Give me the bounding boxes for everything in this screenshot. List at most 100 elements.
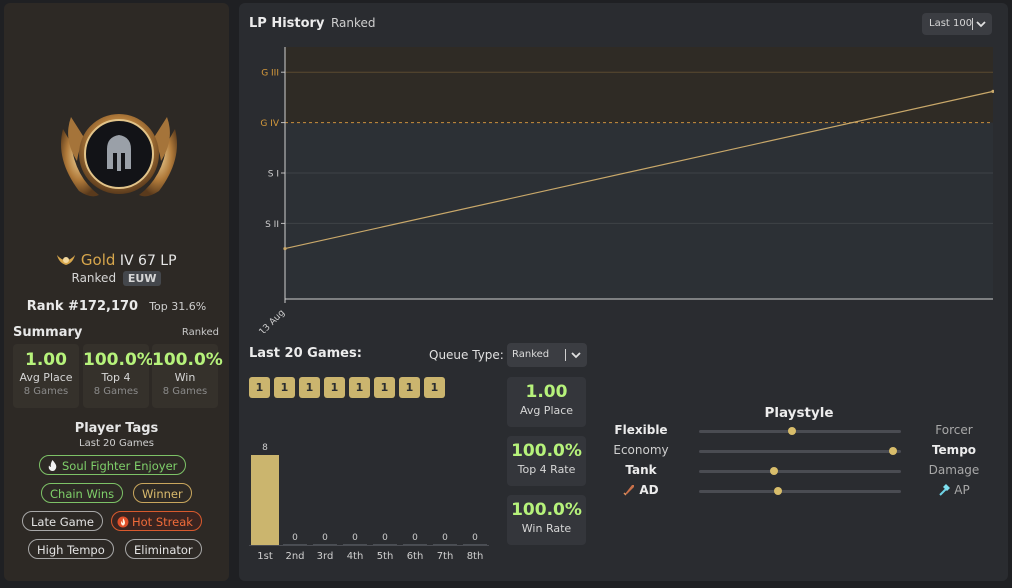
placement-chip[interactable]: 1 xyxy=(424,377,445,398)
stat-games: 8 Games xyxy=(23,386,69,397)
summary-stat-avg-place: 1.00 Avg Place 8 Games xyxy=(13,344,79,408)
tag-winner[interactable]: Winner xyxy=(133,483,192,503)
dropdown-separator xyxy=(565,349,566,361)
stat-value: 100.0% xyxy=(152,350,223,370)
placement-category-label: 1st xyxy=(257,551,273,562)
stat-label: Avg Place xyxy=(519,404,574,417)
playstyle-left-label: Flexible xyxy=(614,423,668,437)
placement-category-label: 6th xyxy=(407,551,424,562)
playstyle-right-label: Tempo xyxy=(931,443,977,457)
placement-chip[interactable]: 1 xyxy=(349,377,370,398)
placement-bar-value: 0 xyxy=(322,533,328,543)
playstyle-slider xyxy=(699,467,901,475)
stat-value: 100.0% xyxy=(83,350,154,370)
tier-division: IV xyxy=(119,253,134,269)
dropdown-separator xyxy=(972,18,973,30)
lp-history-heading: LP History xyxy=(249,16,325,31)
lp-point xyxy=(991,89,994,93)
lp-history-title: LP History Ranked xyxy=(249,16,376,31)
placement-chip[interactable]: 1 xyxy=(399,377,420,398)
placement-category-label: 3rd xyxy=(317,551,334,562)
lp-range-value: Last 100 xyxy=(929,18,973,29)
tag-chain-wins[interactable]: Chain Wins xyxy=(41,483,124,503)
summary-stat-top4: 100.0% Top 4 8 Games xyxy=(83,344,154,408)
placement-bar xyxy=(251,455,279,545)
tag-label: Winner xyxy=(142,487,183,501)
playstyle-right-label: AP xyxy=(919,483,989,499)
stat-value: 100.0% xyxy=(511,441,582,461)
playstyle-knob xyxy=(769,467,778,475)
silver-tier-band xyxy=(285,122,993,299)
profile-panel: Gold IV 67 LP Ranked EUW Rank #172,170 T… xyxy=(4,3,229,581)
queue-region-line: Ranked EUW xyxy=(4,271,229,286)
last-games-title: Last 20 Games: xyxy=(249,346,362,361)
tag-label: Hot Streak xyxy=(132,515,193,529)
tag-label: Chain Wins xyxy=(50,487,115,501)
playstyle-left-label: Economy xyxy=(613,443,669,457)
magic-wand-icon xyxy=(938,483,951,499)
playstyle-knob xyxy=(888,447,897,455)
chevron-down-icon xyxy=(975,13,987,44)
placement-category-label: 5th xyxy=(377,551,394,562)
ad-label: AD xyxy=(639,483,659,497)
last-games-top4-rate: 100.0% Top 4 Rate xyxy=(507,436,586,486)
queue-type-dropdown[interactable]: Ranked xyxy=(507,343,587,367)
playstyle-title: Playstyle xyxy=(764,405,834,421)
placement-chip[interactable]: 1 xyxy=(249,377,270,398)
placement-category-label: 2nd xyxy=(285,551,304,562)
stat-games: 8 Games xyxy=(93,386,139,397)
x-tick-label: 13 Aug xyxy=(258,308,288,333)
placement-bar-value: 0 xyxy=(292,533,298,543)
tag-label: Late Game xyxy=(31,515,94,529)
stat-games: 8 Games xyxy=(162,386,208,397)
queue-type-value: Ranked xyxy=(512,349,550,360)
ap-label: AP xyxy=(954,483,970,497)
placement-category-label: 8th xyxy=(467,551,484,562)
stat-label: Avg Place xyxy=(19,371,73,384)
tag-hot-streak[interactable]: Hot Streak xyxy=(111,511,202,531)
placement-bar-value: 8 xyxy=(262,443,268,453)
playstyle-row-economy-tempo: Economy Tempo xyxy=(609,443,1009,461)
placement-distribution-chart: 8 1st 0 2nd 0 3rd 0 4th 0 5th 0 6th 0 7th 0 8th xyxy=(249,443,489,562)
fire-icon xyxy=(117,514,129,534)
playstyle-knob xyxy=(787,427,796,435)
tag-late-game[interactable]: Late Game xyxy=(22,511,103,531)
placement-chip[interactable]: 1 xyxy=(324,377,345,398)
placement-category-label: 4th xyxy=(347,551,364,562)
tier-name: Gold xyxy=(80,251,116,269)
placement-bar-value: 0 xyxy=(472,533,478,543)
last-games-avg-place: 1.00 Avg Place xyxy=(507,377,586,427)
playstyle-slider xyxy=(699,427,901,435)
lp-history-chart: G III G IV S I S II 13 Aug xyxy=(258,47,994,333)
stat-label: Win xyxy=(174,371,196,384)
stats-panel: LP History Ranked Last 100 G III G IV S I S… xyxy=(239,3,1008,581)
stat-value: 1.00 xyxy=(525,382,568,402)
playstyle-knob xyxy=(773,487,782,495)
playstyle-row-tank-damage: Tank Damage xyxy=(609,463,1009,481)
playstyle-slider xyxy=(699,487,901,495)
lp-point xyxy=(283,247,287,251)
placement-chip[interactable]: 1 xyxy=(374,377,395,398)
playstyle-right-label: Forcer xyxy=(935,423,973,437)
queue-type-label: Queue Type: xyxy=(429,348,504,362)
lp-series-line xyxy=(284,90,994,250)
stat-value: 1.00 xyxy=(25,350,67,370)
player-tags-title: Player Tags xyxy=(74,421,159,436)
stat-label: Win Rate xyxy=(521,522,572,535)
tag-label: Eliminator xyxy=(134,543,193,557)
stat-label: Top 4 xyxy=(101,371,131,384)
region-badge: EUW xyxy=(122,271,162,286)
gold-helmet-emblem-icon xyxy=(61,114,177,197)
placement-chip[interactable]: 1 xyxy=(299,377,320,398)
placement-chip[interactable]: 1 xyxy=(274,377,295,398)
tag-eliminator[interactable]: Eliminator xyxy=(125,539,202,559)
lp-range-dropdown[interactable]: Last 100 xyxy=(922,13,992,35)
summary-title: Summary xyxy=(13,325,83,340)
tag-label: High Tempo xyxy=(37,543,105,557)
playstyle-row-flexible-forcer: Flexible Forcer xyxy=(609,423,1009,441)
y-tick-label: S I xyxy=(268,170,279,180)
chevron-down-icon xyxy=(570,344,582,376)
last-games-win-rate: 100.0% Win Rate xyxy=(507,495,586,545)
tag-high-tempo[interactable]: High Tempo xyxy=(28,539,114,559)
tag-soul-fighter-enjoyer[interactable]: Soul Fighter Enjoyer xyxy=(39,455,187,475)
